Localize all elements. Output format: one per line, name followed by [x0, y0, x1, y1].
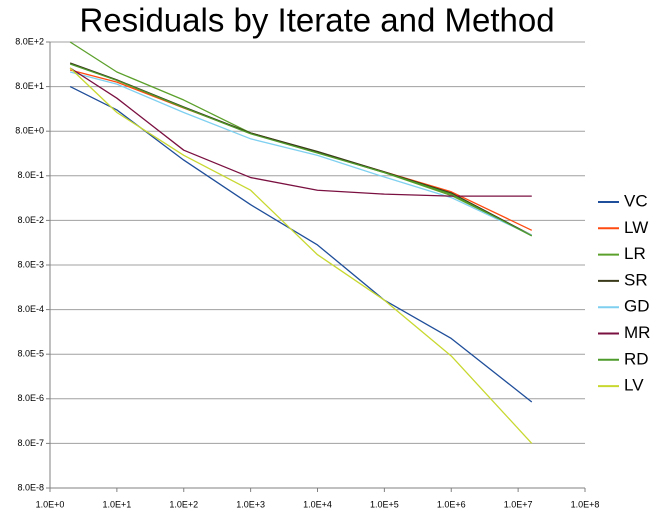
legend-label: MR	[624, 323, 650, 342]
x-tick-label: 1.0E+0	[36, 499, 65, 509]
legend-label: LW	[624, 218, 648, 237]
y-tick-label: 8.0E-2	[17, 215, 44, 225]
y-tick-label: 8.0E-8	[17, 482, 44, 492]
x-tick-label: 1.0E+4	[303, 499, 332, 509]
series-line	[69, 71, 533, 236]
chart-title: Residuals by Iterate and Method	[79, 2, 554, 39]
legend-label: LR	[624, 244, 646, 263]
y-tick-label: 8.0E+2	[15, 36, 44, 46]
legend-label: VC	[624, 191, 648, 210]
x-tick-label: 1.0E+8	[571, 499, 600, 509]
series-line	[69, 67, 532, 197]
x-tick-label: 1.0E+3	[236, 499, 265, 509]
y-tick-label: 8.0E-7	[17, 438, 44, 448]
y-tick-label: 8.0E-3	[17, 259, 44, 269]
series-line	[69, 67, 533, 444]
y-tick-label: 8.0E+0	[15, 126, 44, 136]
legend-label: LV	[624, 376, 644, 395]
x-tick-label: 1.0E+1	[102, 499, 131, 509]
x-tick-label: 1.0E+7	[504, 499, 533, 509]
y-tick-label: 8.0E-5	[17, 349, 44, 359]
y-tick-label: 8.0E-6	[17, 393, 44, 403]
x-tick-label: 1.0E+2	[169, 499, 198, 509]
series-line	[69, 86, 533, 403]
y-tick-label: 8.0E-4	[17, 304, 44, 314]
legend-label: RD	[624, 349, 649, 368]
series-line	[69, 63, 533, 237]
y-tick-label: 8.0E+1	[15, 81, 44, 91]
x-tick-label: 1.0E+6	[437, 499, 466, 509]
x-tick-label: 1.0E+5	[370, 499, 399, 509]
legend-label: SR	[624, 270, 648, 289]
legend-label: GD	[624, 297, 650, 316]
y-tick-label: 8.0E-1	[17, 170, 44, 180]
